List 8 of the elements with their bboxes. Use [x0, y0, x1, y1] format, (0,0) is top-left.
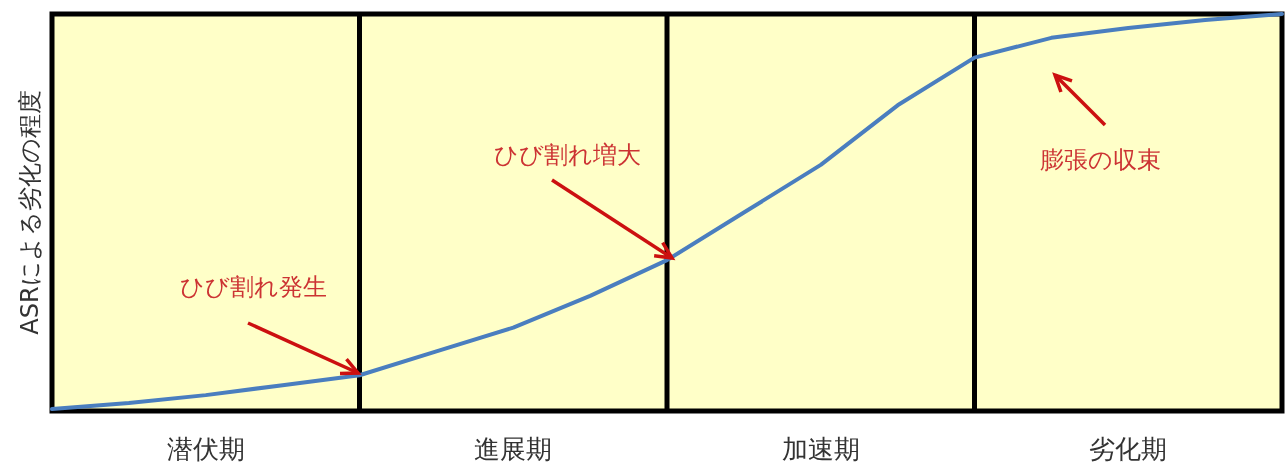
x-tick-label: 進展期	[474, 434, 553, 464]
y-axis-title: ASRによる劣化の程度	[16, 90, 44, 335]
x-tick-label: 加速期	[781, 434, 860, 464]
x-tick-label: 潜伏期	[166, 434, 245, 464]
x-tick-label: 劣化期	[1089, 434, 1168, 464]
annotation: ひび割れ増大	[493, 141, 641, 169]
annotation: ひび割れ発生	[179, 273, 327, 301]
annotation: 膨張の収束	[1039, 146, 1161, 174]
